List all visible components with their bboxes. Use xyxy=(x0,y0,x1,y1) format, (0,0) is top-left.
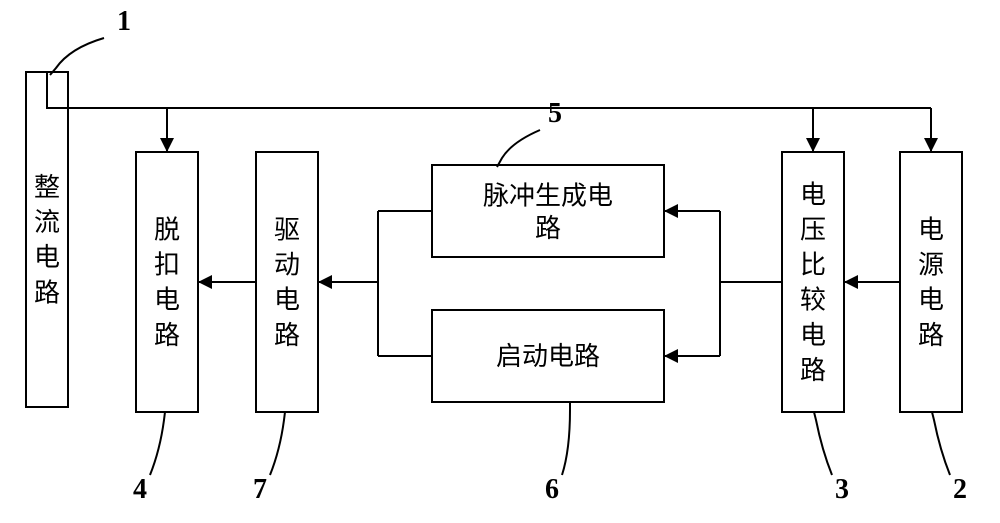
callout-num-5: 5 xyxy=(548,98,562,129)
callout-num-1: 1 xyxy=(117,6,131,37)
callout-leader-7 xyxy=(270,412,285,475)
block-b6-label: 启动电路 xyxy=(496,342,600,371)
callout-num-3: 3 xyxy=(835,474,849,505)
callout-leader-4 xyxy=(150,412,165,475)
block-b5: 脉冲生成电路 xyxy=(432,165,664,257)
block-b4: 脱扣电路 xyxy=(136,152,198,412)
block-b3: 电压比较电路 xyxy=(782,152,844,412)
block-b6: 启动电路 xyxy=(432,310,664,402)
callout-leader-3 xyxy=(814,412,832,475)
callout-num-2: 2 xyxy=(953,474,967,505)
callout-leader-2 xyxy=(932,412,950,475)
bus-line xyxy=(47,72,931,108)
callout-leader-1 xyxy=(50,38,104,75)
block-b2: 电源电路 xyxy=(900,152,962,412)
callout-num-7: 7 xyxy=(253,474,267,505)
callout-leader-5 xyxy=(497,130,540,167)
callout-leader-6 xyxy=(562,402,570,475)
callout-num-6: 6 xyxy=(545,474,559,505)
callout-num-4: 4 xyxy=(133,474,147,505)
block-b1: 整流电路 xyxy=(26,72,68,407)
block-b7: 驱动电路 xyxy=(256,152,318,412)
